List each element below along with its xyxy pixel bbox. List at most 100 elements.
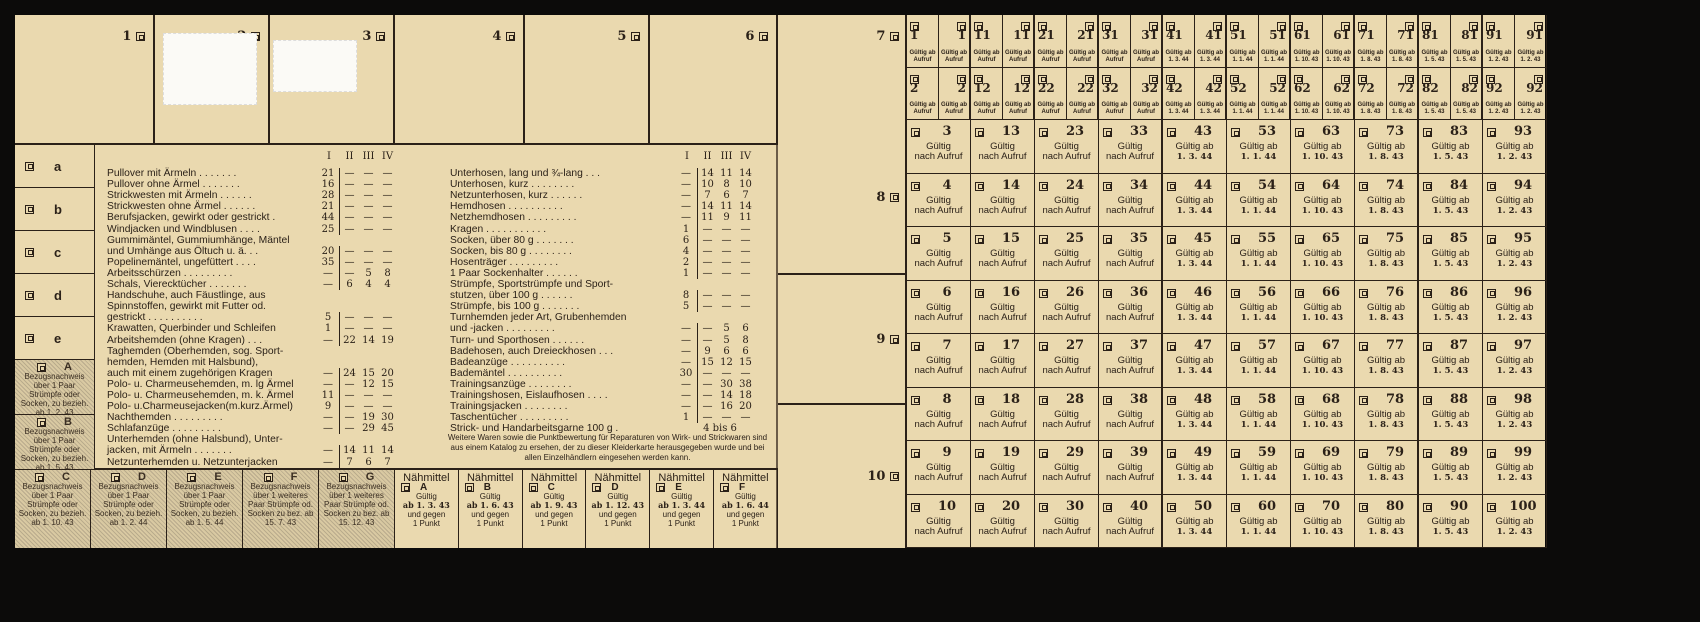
coupon-64[interactable]: 64 Gültig ab 1. 10. 43 xyxy=(1291,173,1355,227)
coupon-57[interactable]: 57 Gültig ab 1. 1. 44 xyxy=(1227,334,1291,388)
coupon-71[interactable]: 71 Gültig ab 1. 8. 43 xyxy=(1387,15,1419,68)
coupon-33[interactable]: 33 Gültig nach Aufruf xyxy=(1099,120,1163,174)
coupon-72[interactable]: 72 Gültig ab 1. 8. 43 xyxy=(1355,67,1387,120)
coupon-42[interactable]: 42 Gültig ab 1. 3. 44 xyxy=(1195,67,1227,120)
coupon-48[interactable]: 48 Gültig ab 1. 3. 44 xyxy=(1163,387,1227,441)
coupon-41[interactable]: 41 Gültig ab 1. 3. 44 xyxy=(1195,15,1227,68)
coupon-74[interactable]: 74 Gültig ab 1. 8. 43 xyxy=(1355,173,1419,227)
coupon-68[interactable]: 68 Gültig ab 1. 10. 43 xyxy=(1291,387,1355,441)
coupon-59[interactable]: 59 Gültig ab 1. 1. 44 xyxy=(1227,441,1291,495)
coupon-86[interactable]: 86 Gültig ab 1. 5. 43 xyxy=(1419,280,1483,334)
coupon-49[interactable]: 49 Gültig ab 1. 3. 44 xyxy=(1163,441,1227,495)
coupon-6[interactable]: 6 Gültig nach Aufruf xyxy=(907,280,971,334)
coupon-81[interactable]: 81 Gültig ab 1. 5. 43 xyxy=(1451,15,1483,68)
coupon-75[interactable]: 75 Gültig ab 1. 8. 43 xyxy=(1355,227,1419,281)
coupon-66[interactable]: 66 Gültig ab 1. 10. 43 xyxy=(1291,280,1355,334)
coupon-12[interactable]: 12 Gültig ab Aufruf xyxy=(971,67,1003,120)
coupon-87[interactable]: 87 Gültig ab 1. 5. 43 xyxy=(1419,334,1483,388)
coupon-89[interactable]: 89 Gültig ab 1. 5. 43 xyxy=(1419,441,1483,495)
coupon-38[interactable]: 38 Gültig nach Aufruf xyxy=(1099,387,1163,441)
coupon-81[interactable]: 81 Gültig ab 1. 5. 43 xyxy=(1419,15,1451,68)
coupon-91[interactable]: 91 Gültig ab 1. 2. 43 xyxy=(1483,15,1515,68)
coupon-10[interactable]: 10 Gültig nach Aufruf xyxy=(907,494,971,548)
coupon-3[interactable]: 3 Gültig nach Aufruf xyxy=(907,120,971,174)
coupon-11[interactable]: 11 Gültig ab Aufruf xyxy=(1003,15,1035,68)
coupon-44[interactable]: 44 Gültig ab 1. 3. 44 xyxy=(1163,173,1227,227)
coupon-17[interactable]: 17 Gültig nach Aufruf xyxy=(971,334,1035,388)
coupon-21[interactable]: 21 Gültig ab Aufruf xyxy=(1035,15,1067,68)
coupon-18[interactable]: 18 Gültig nach Aufruf xyxy=(971,387,1035,441)
coupon-19[interactable]: 19 Gültig nach Aufruf xyxy=(971,441,1035,495)
coupon-28[interactable]: 28 Gültig nach Aufruf xyxy=(1035,387,1099,441)
coupon-14[interactable]: 14 Gültig nach Aufruf xyxy=(971,173,1035,227)
coupon-62[interactable]: 62 Gültig ab 1. 10. 43 xyxy=(1323,67,1355,120)
coupon-1[interactable]: 1 Gültig ab Aufruf xyxy=(939,15,971,68)
coupon-29[interactable]: 29 Gültig nach Aufruf xyxy=(1035,441,1099,495)
coupon-70[interactable]: 70 Gültig ab 1. 10. 43 xyxy=(1291,494,1355,548)
coupon-58[interactable]: 58 Gültig ab 1. 1. 44 xyxy=(1227,387,1291,441)
coupon-96[interactable]: 96 Gültig ab 1. 2. 43 xyxy=(1483,280,1547,334)
coupon-92[interactable]: 92 Gültig ab 1. 2. 43 xyxy=(1515,67,1547,120)
coupon-56[interactable]: 56 Gültig ab 1. 1. 44 xyxy=(1227,280,1291,334)
coupon-9[interactable]: 9 Gültig nach Aufruf xyxy=(907,441,971,495)
coupon-39[interactable]: 39 Gültig nach Aufruf xyxy=(1099,441,1163,495)
coupon-55[interactable]: 55 Gültig ab 1. 1. 44 xyxy=(1227,227,1291,281)
coupon-7[interactable]: 7 Gültig nach Aufruf xyxy=(907,334,971,388)
coupon-98[interactable]: 98 Gültig ab 1. 2. 43 xyxy=(1483,387,1547,441)
coupon-94[interactable]: 94 Gültig ab 1. 2. 43 xyxy=(1483,173,1547,227)
coupon-91[interactable]: 91 Gültig ab 1. 2. 43 xyxy=(1515,15,1547,68)
coupon-36[interactable]: 36 Gültig nach Aufruf xyxy=(1099,280,1163,334)
coupon-34[interactable]: 34 Gültig nach Aufruf xyxy=(1099,173,1163,227)
coupon-82[interactable]: 82 Gültig ab 1. 5. 43 xyxy=(1451,67,1483,120)
coupon-21[interactable]: 21 Gültig ab Aufruf xyxy=(1067,15,1099,68)
coupon-46[interactable]: 46 Gültig ab 1. 3. 44 xyxy=(1163,280,1227,334)
coupon-88[interactable]: 88 Gültig ab 1. 5. 43 xyxy=(1419,387,1483,441)
coupon-84[interactable]: 84 Gültig ab 1. 5. 43 xyxy=(1419,173,1483,227)
coupon-2[interactable]: 2 Gültig ab Aufruf xyxy=(939,67,971,120)
coupon-76[interactable]: 76 Gültig ab 1. 8. 43 xyxy=(1355,280,1419,334)
coupon-1[interactable]: 1 Gültig ab Aufruf xyxy=(907,15,939,68)
coupon-99[interactable]: 99 Gültig ab 1. 2. 43 xyxy=(1483,441,1547,495)
coupon-53[interactable]: 53 Gültig ab 1. 1. 44 xyxy=(1227,120,1291,174)
coupon-78[interactable]: 78 Gültig ab 1. 8. 43 xyxy=(1355,387,1419,441)
coupon-73[interactable]: 73 Gültig ab 1. 8. 43 xyxy=(1355,120,1419,174)
coupon-22[interactable]: 22 Gültig ab Aufruf xyxy=(1035,67,1067,120)
coupon-72[interactable]: 72 Gültig ab 1. 8. 43 xyxy=(1387,67,1419,120)
coupon-52[interactable]: 52 Gültig ab 1. 1. 44 xyxy=(1259,67,1291,120)
coupon-26[interactable]: 26 Gültig nach Aufruf xyxy=(1035,280,1099,334)
coupon-25[interactable]: 25 Gültig nach Aufruf xyxy=(1035,227,1099,281)
coupon-16[interactable]: 16 Gültig nach Aufruf xyxy=(971,280,1035,334)
coupon-71[interactable]: 71 Gültig ab 1. 8. 43 xyxy=(1355,15,1387,68)
coupon-61[interactable]: 61 Gültig ab 1. 10. 43 xyxy=(1291,15,1323,68)
coupon-23[interactable]: 23 Gültig nach Aufruf xyxy=(1035,120,1099,174)
coupon-30[interactable]: 30 Gültig nach Aufruf xyxy=(1035,494,1099,548)
coupon-32[interactable]: 32 Gültig ab Aufruf xyxy=(1099,67,1131,120)
coupon-63[interactable]: 63 Gültig ab 1. 10. 43 xyxy=(1291,120,1355,174)
coupon-2[interactable]: 2 Gültig ab Aufruf xyxy=(907,67,939,120)
coupon-62[interactable]: 62 Gültig ab 1. 10. 43 xyxy=(1291,67,1323,120)
coupon-35[interactable]: 35 Gültig nach Aufruf xyxy=(1099,227,1163,281)
coupon-5[interactable]: 5 Gültig nach Aufruf xyxy=(907,227,971,281)
coupon-45[interactable]: 45 Gültig ab 1. 3. 44 xyxy=(1163,227,1227,281)
coupon-69[interactable]: 69 Gültig ab 1. 10. 43 xyxy=(1291,441,1355,495)
coupon-43[interactable]: 43 Gültig ab 1. 3. 44 xyxy=(1163,120,1227,174)
coupon-77[interactable]: 77 Gültig ab 1. 8. 43 xyxy=(1355,334,1419,388)
coupon-79[interactable]: 79 Gültig ab 1. 8. 43 xyxy=(1355,441,1419,495)
coupon-80[interactable]: 80 Gültig ab 1. 8. 43 xyxy=(1355,494,1419,548)
coupon-51[interactable]: 51 Gültig ab 1. 1. 44 xyxy=(1259,15,1291,68)
coupon-82[interactable]: 82 Gültig ab 1. 5. 43 xyxy=(1419,67,1451,120)
coupon-32[interactable]: 32 Gültig ab Aufruf xyxy=(1131,67,1163,120)
coupon-50[interactable]: 50 Gültig ab 1. 3. 44 xyxy=(1163,494,1227,548)
coupon-24[interactable]: 24 Gültig nach Aufruf xyxy=(1035,173,1099,227)
coupon-93[interactable]: 93 Gültig ab 1. 2. 43 xyxy=(1483,120,1547,174)
coupon-11[interactable]: 11 Gültig ab Aufruf xyxy=(971,15,1003,68)
coupon-31[interactable]: 31 Gültig ab Aufruf xyxy=(1099,15,1131,68)
coupon-90[interactable]: 90 Gültig ab 1. 5. 43 xyxy=(1419,494,1483,548)
coupon-92[interactable]: 92 Gültig ab 1. 2. 43 xyxy=(1483,67,1515,120)
coupon-54[interactable]: 54 Gültig ab 1. 1. 44 xyxy=(1227,173,1291,227)
coupon-22[interactable]: 22 Gültig ab Aufruf xyxy=(1067,67,1099,120)
coupon-37[interactable]: 37 Gültig nach Aufruf xyxy=(1099,334,1163,388)
coupon-83[interactable]: 83 Gültig ab 1. 5. 43 xyxy=(1419,120,1483,174)
coupon-95[interactable]: 95 Gültig ab 1. 2. 43 xyxy=(1483,227,1547,281)
coupon-60[interactable]: 60 Gültig ab 1. 1. 44 xyxy=(1227,494,1291,548)
